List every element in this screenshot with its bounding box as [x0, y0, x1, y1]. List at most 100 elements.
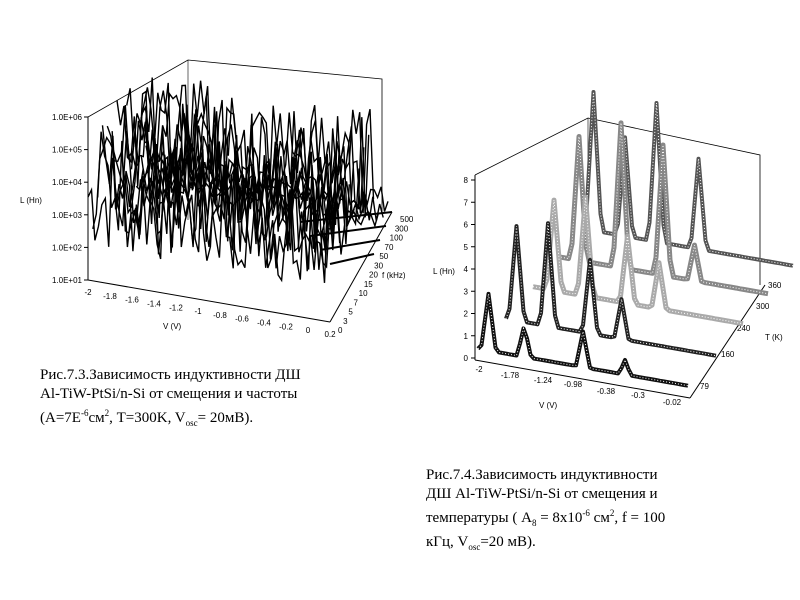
- left-trace-tail: [319, 239, 381, 251]
- caption-right-line-4: кГц, Vosc=20 мВ).: [426, 533, 665, 557]
- caption-right-line-1: Рис.7.4.Зависимость индуктивности: [426, 467, 658, 483]
- caption-left-text-b: см: [88, 410, 105, 426]
- right-x-axis-label: V (V): [539, 401, 558, 410]
- right-ribbon-texture: [582, 91, 794, 267]
- caption-left-line-2: Al-TiW-PtSi/n-Si от смещения и частоты: [40, 386, 298, 402]
- caption-right-text-a: температуры ( А: [426, 510, 532, 526]
- caption-right-line-3: температуры ( А8 = 8x10-6 см2, f = 100: [426, 504, 665, 533]
- caption-left-sup-1: -6: [80, 408, 89, 418]
- left-z-tick-label: 70: [385, 243, 394, 252]
- right-x-tick-label: -0.3: [631, 391, 645, 400]
- right-z-tick-label: 360: [768, 281, 782, 290]
- right-x-tick-label: -0.38: [597, 387, 616, 396]
- right-y-tick-label: 5: [464, 243, 469, 252]
- left-z-tick-label: 10: [359, 289, 368, 298]
- left-x-tick-label: -1.8: [103, 292, 117, 301]
- left-y-tick-label: 1.0E+03: [52, 211, 83, 220]
- right-x-tick-label: -0.98: [564, 380, 583, 389]
- right-z-tick-label: 300: [756, 302, 770, 311]
- caption-left-text-d: = 20мВ).: [197, 410, 254, 426]
- left-x-tick-label: -1.2: [169, 303, 183, 312]
- left-x-tick-label: -0.6: [235, 315, 249, 324]
- left-x-tick-label: 0: [306, 326, 311, 335]
- chart-left-inductance-vs-bias-frequency: 1.0E+01 1.0E+02 1.0E+03 1.0E+04 1.0E+05 1.0E+…: [20, 59, 414, 339]
- right-back-wall-top: [474, 117, 761, 285]
- caption-right-text-f: =20 мВ).: [480, 534, 536, 550]
- right-y-tick-label: 6: [464, 221, 469, 230]
- right-z-axis-label: T (K): [765, 333, 783, 342]
- right-y-tick-label: 4: [464, 265, 469, 274]
- right-z-ticks: 79 160 240 300 360: [700, 281, 782, 391]
- right-x-ticks: -2 -1.78 -1.24 -0.98 -0.38 -0.3 -0.02: [475, 365, 681, 407]
- left-data-traces: [87, 77, 393, 283]
- caption-right-text-e: кГц, V: [426, 534, 469, 550]
- left-x-axis-label: V (V): [163, 322, 182, 331]
- right-y-ticks: 0 1 2 3 4 5 6 7 8: [464, 176, 475, 363]
- left-trace-line: [145, 145, 389, 213]
- right-ribbon-trace: [532, 194, 744, 327]
- right-x-tick-label: -2: [475, 365, 483, 374]
- left-y-tick-label: 1.0E+01: [52, 276, 83, 285]
- right-ribbon-texture: [505, 223, 717, 357]
- right-ribbon-texture: [532, 197, 744, 325]
- left-trace-line: [121, 90, 365, 228]
- left-trace-tail: [329, 253, 375, 265]
- chart-right-inductance-vs-bias-temperature: 0 1 2 3 4 5 6 7 8 -2 -1.78 -1.24 -0.98 -0.38 -0.3 -0.0…: [433, 90, 794, 410]
- caption-left-sup-2: 2: [104, 408, 110, 418]
- left-trace-line: [126, 82, 370, 221]
- left-y-tick-label: 1.0E+04: [52, 178, 83, 187]
- left-y-tick-label: 1.0E+06: [52, 113, 83, 122]
- left-z-tick-label: 30: [374, 261, 383, 270]
- left-z-tick-label: 7: [354, 298, 359, 307]
- caption-right-sub-1: 8: [531, 518, 537, 528]
- right-z-axis-line: [689, 284, 766, 399]
- right-z-tick-label: 240: [737, 324, 751, 333]
- right-y-tick-label: 7: [464, 198, 469, 207]
- left-x-tick-label: -0.2: [279, 322, 293, 331]
- left-z-tick-label: 5: [348, 308, 353, 317]
- left-y-ticks: 1.0E+01 1.0E+02 1.0E+03 1.0E+04 1.0E+05 1.0E+…: [52, 113, 88, 285]
- left-x-tick-label: -1.4: [147, 299, 161, 308]
- left-z-axis-line: [329, 211, 393, 323]
- left-z-tick-label: 500: [400, 215, 414, 224]
- left-x-axis-line: [87, 279, 331, 323]
- left-trace-line: [130, 77, 375, 214]
- right-x-tick-label: -1.78: [501, 371, 520, 380]
- right-x-axis-line: [474, 359, 691, 399]
- left-x-tick-label: 0.2: [324, 330, 336, 339]
- caption-right-text-b: = 8x10: [536, 510, 583, 526]
- left-x-tick-label: -0.4: [257, 319, 271, 328]
- caption-fig-7-4: Рис.7.4.Зависимость индуктивности ДШ Al-…: [426, 466, 665, 557]
- left-trace-tail: [299, 211, 393, 223]
- left-back-wall-top: [87, 59, 383, 212]
- right-y-tick-label: 3: [464, 287, 469, 296]
- right-y-tick-label: 1: [464, 332, 469, 341]
- caption-right-sub-2: osc: [468, 542, 481, 552]
- left-z-tick-label: 20: [369, 271, 378, 280]
- caption-right-text-c: см: [589, 510, 610, 526]
- left-x-tick-label: -0.8: [213, 311, 227, 320]
- right-x-tick-label: -0.02: [663, 398, 682, 407]
- left-trace-tail: [309, 225, 387, 237]
- left-z-tick-label: 300: [395, 224, 409, 233]
- caption-left-text-a: (A=7E: [40, 410, 81, 426]
- caption-left-line-3: (A=7E-6см2, T=300K, Vosc= 20мВ).: [40, 404, 301, 433]
- caption-right-line-2: ДШ Al-TiW-PtSi/n-Si от смещения и: [426, 486, 658, 502]
- right-y-axis-label: L (Hn): [433, 267, 455, 276]
- left-z-axis-label: f (kHz): [382, 271, 406, 280]
- right-y-tick-label: 8: [464, 176, 469, 185]
- right-z-tick-label: 79: [700, 382, 709, 391]
- caption-left-sub: osc: [185, 418, 198, 428]
- caption-right-text-d: , f = 100: [614, 510, 666, 526]
- right-y-tick-label: 0: [464, 354, 469, 363]
- right-z-tick-label: 160: [721, 350, 735, 359]
- caption-right-sup-1: -6: [582, 508, 590, 518]
- left-x-tick-label: -1.6: [125, 296, 139, 305]
- left-z-tick-label: 100: [390, 234, 404, 243]
- left-y-tick-label: 1.0E+05: [52, 146, 83, 155]
- right-data-traces: [476, 90, 794, 388]
- caption-fig-7-3: Рис.7.3.Зависимость индуктивности ДШ Al-…: [40, 366, 301, 433]
- left-x-ticks: -2 -1.8 -1.6 -1.4 -1.2 -1 -0.8 -0.6 -0.4 -0.2 0 0.2: [84, 288, 336, 339]
